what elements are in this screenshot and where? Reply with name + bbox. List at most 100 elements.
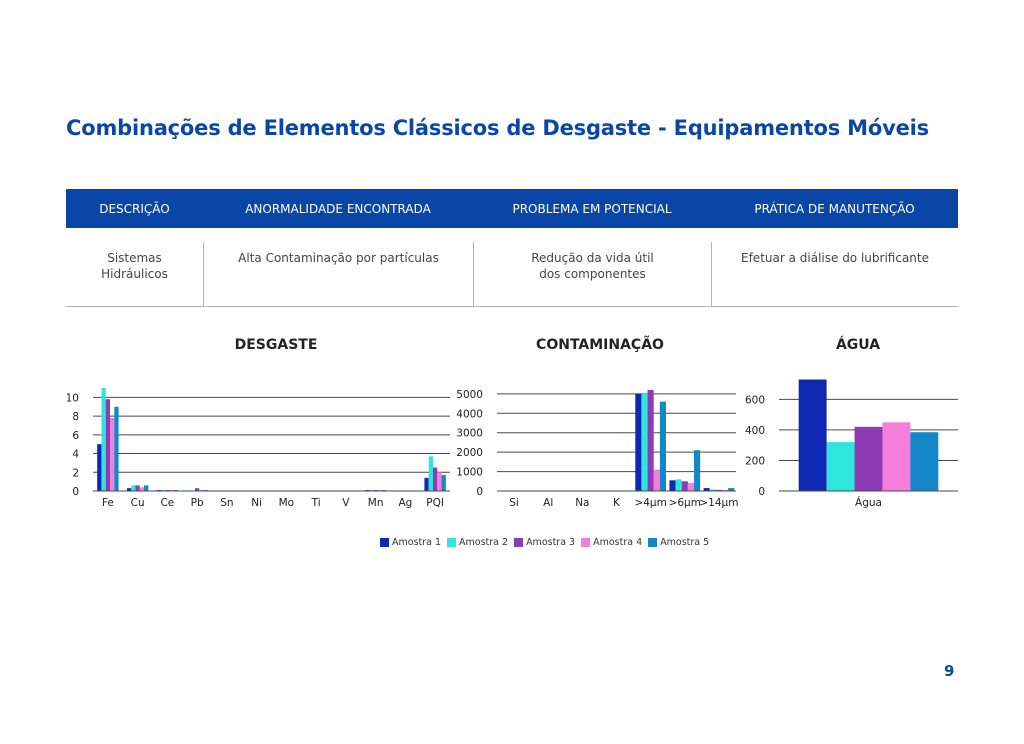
- legend-label-2: Amostra 2: [459, 537, 509, 548]
- x-tick-label: >6μm: [669, 497, 701, 509]
- legend-item: Amostra 2: [447, 537, 508, 548]
- bar: [424, 477, 429, 491]
- page-number: 9: [944, 662, 955, 680]
- header-problema: PROBLEMA EM POTENCIAL: [512, 201, 672, 216]
- bar: [101, 388, 106, 491]
- bar: [703, 488, 710, 491]
- x-tick-label: Mo: [279, 497, 294, 509]
- x-tick-label: Ni: [251, 497, 262, 509]
- x-tick-label: K: [613, 497, 621, 509]
- bar: [681, 481, 688, 491]
- x-tick-label: Pb: [191, 497, 204, 509]
- bar: [653, 469, 660, 491]
- y-tick-label: 4: [72, 449, 79, 461]
- legend-item: Amostra 3: [514, 537, 575, 548]
- y-tick-label: 2: [72, 467, 79, 479]
- legend-label-1: Amostra 1: [392, 537, 442, 548]
- y-tick-label: 8: [72, 411, 79, 423]
- legend-item: Amostra 4: [581, 537, 642, 548]
- y-tick-label: 0: [72, 486, 79, 498]
- bar: [826, 442, 855, 491]
- legend-swatch-1: [380, 538, 389, 547]
- y-tick-label: 3000: [456, 428, 483, 440]
- legend-swatch-2: [447, 538, 457, 547]
- legend-label-3: Amostra 3: [526, 537, 576, 548]
- y-tick-label: 2000: [456, 447, 483, 459]
- header-anormalidade: ANORMALIDADE ENCONTRADA: [245, 201, 431, 216]
- bar: [194, 488, 200, 491]
- y-tick-label: 4000: [456, 408, 483, 420]
- bar: [139, 487, 145, 491]
- bar: [675, 479, 682, 491]
- legend-label-5: Amostra 5: [660, 537, 710, 548]
- chart-title-desgaste: DESGASTE: [234, 337, 318, 353]
- bar: [114, 406, 119, 491]
- cell-anormalidade: Alta Contaminação por partículas: [203, 242, 473, 306]
- bar: [694, 450, 701, 491]
- bar: [709, 489, 716, 491]
- legend-label-4: Amostra 4: [593, 537, 643, 548]
- bar: [715, 489, 723, 491]
- bar: [854, 426, 883, 491]
- bar: [728, 488, 735, 491]
- cell-anormalidade-text: Alta Contaminação por partículas: [238, 251, 439, 265]
- legend-item: Amostra 5: [648, 537, 709, 548]
- bar: [432, 467, 438, 491]
- bar: [110, 417, 115, 491]
- y-tick-label: 6: [72, 430, 79, 442]
- header-pratica: PRÁTICA DE MANUTENÇÃO: [754, 201, 915, 216]
- table-row: Sistemas Hidráulicos Alta Contaminação p…: [66, 228, 958, 307]
- x-tick-label: V: [342, 497, 350, 509]
- bar: [647, 390, 654, 491]
- y-tick-label: 0: [758, 486, 765, 498]
- x-tick-label: Ce: [160, 497, 174, 509]
- x-tick-label: >4μm: [634, 497, 666, 509]
- y-tick-label: 1000: [456, 467, 483, 479]
- x-tick-label: Cu: [131, 497, 145, 509]
- bar: [441, 475, 446, 491]
- cell-pratica: Efetuar a diálise do lubrificante: [711, 242, 958, 306]
- bar: [97, 444, 102, 491]
- chart-title-contaminacao: CONTAMINAÇÃO: [536, 337, 664, 353]
- y-tick-label: 5000: [456, 389, 483, 401]
- chart-legend: Amostra 1 Amostra 2 Amostra 3 Amostra 4 …: [380, 537, 709, 548]
- bar: [428, 456, 433, 491]
- bar: [144, 485, 149, 491]
- bar: [131, 485, 136, 491]
- bar: [669, 480, 676, 491]
- bar: [798, 379, 827, 491]
- legend-swatch-3: [514, 538, 524, 547]
- page-title: Combinações de Elementos Clássicos de De…: [66, 116, 929, 140]
- bar: [882, 422, 911, 491]
- x-tick-label: Mn: [368, 497, 384, 509]
- x-tick-label: Sn: [220, 497, 233, 509]
- cell-problema: Redução da vida útil dos componentes: [473, 242, 711, 306]
- table-header: DESCRIÇÃO ANORMALIDADE ENCONTRADA PROBLE…: [66, 189, 958, 228]
- chart-title-agua: ÁGUA: [835, 337, 881, 353]
- bar: [135, 485, 140, 491]
- y-tick-label: 200: [745, 455, 765, 467]
- bar: [910, 432, 939, 491]
- info-table: DESCRIÇÃO ANORMALIDADE ENCONTRADA PROBLE…: [66, 189, 958, 307]
- x-tick-label: Fe: [102, 497, 114, 509]
- bar: [687, 482, 695, 491]
- y-tick-label: 400: [745, 425, 765, 437]
- chart-agua: 0 200 400 600 Água: [745, 379, 958, 509]
- x-tick-label: PQI: [426, 497, 444, 509]
- y-tick-label: 0: [476, 486, 483, 498]
- cell-pratica-text: Efetuar a diálise do lubrificante: [741, 251, 929, 265]
- x-tick-label: Ag: [398, 497, 412, 509]
- bar: [105, 399, 111, 491]
- x-tick-label: Água: [855, 496, 882, 509]
- cell-descricao: Sistemas Hidráulicos: [66, 228, 203, 306]
- cell-descricao-text: Sistemas Hidráulicos: [101, 251, 168, 281]
- bar: [126, 488, 132, 491]
- x-tick-label: Ti: [311, 497, 321, 509]
- x-tick-label: Si: [509, 497, 519, 509]
- bar: [437, 472, 442, 491]
- chart-desgaste: 0 2 4 6 8 10 Fe Cu Ce Pb Sn Ni Mo Ti V Mn Ag PQI: [66, 388, 450, 509]
- chart-contaminacao: 0 1000 2000 3000 4000 5000 Si Al Na K >4μm >6μm>14μ…: [456, 389, 738, 509]
- bar: [635, 393, 642, 491]
- legend-swatch-5: [648, 538, 658, 547]
- legend-item: Amostra 1: [380, 537, 441, 548]
